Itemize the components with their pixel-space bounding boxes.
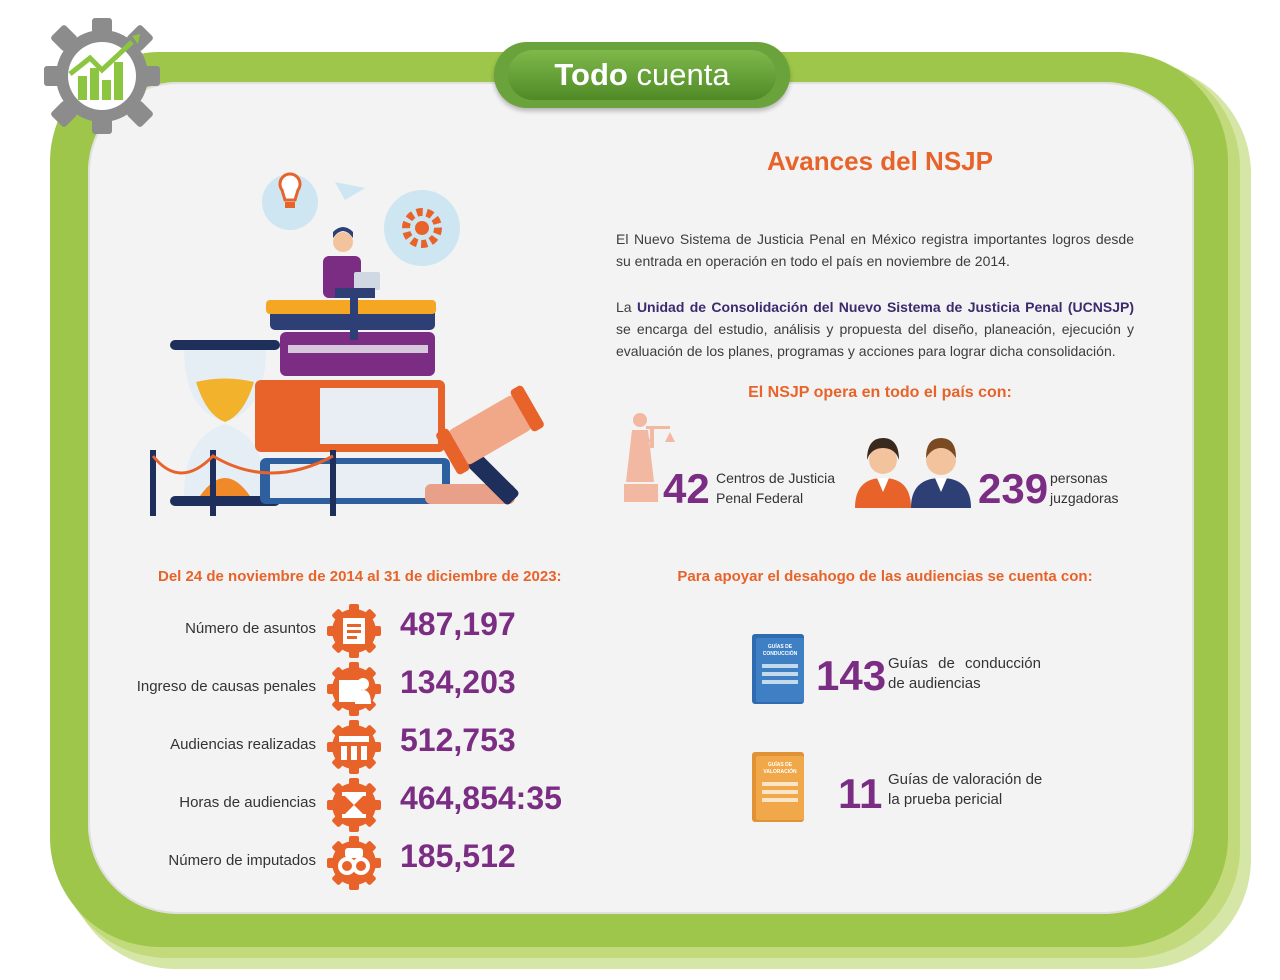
conduction-guides-value: 143	[816, 652, 887, 699]
unit-paragraph: La Unidad de Consolidación del Nuevo Sis…	[616, 296, 1134, 362]
book-title-1: GUÍAS DE	[768, 760, 793, 768]
header-title-bold: Todo	[554, 57, 628, 92]
justice-illustration	[150, 172, 544, 516]
book-title-1: GUÍAS DE	[768, 642, 793, 650]
paper-plane-icon	[335, 182, 365, 200]
header-title-rest: cuenta	[636, 57, 730, 92]
country-heading: El NSJP opera en todo el país con:	[748, 384, 1012, 401]
stat-value: 185,512	[400, 838, 516, 874]
gear-chart-icon	[44, 18, 160, 134]
conduction-guides-label-line1: Guías de conducción	[888, 655, 1041, 672]
centros-label-line1: Centros de Justicia	[716, 470, 836, 486]
header-banner: Todo cuenta	[494, 42, 790, 108]
conduction-guides-label: Guías de conducción de audiencias	[888, 654, 1041, 694]
stat-label: Número de imputados	[168, 852, 316, 869]
book-title-2: CONDUCCIÓN	[763, 649, 798, 657]
stat-label: Audiencias realizadas	[170, 736, 316, 753]
stat-label: Número de asuntos	[185, 620, 316, 637]
valuation-guides-label: Guías de valoración de la prueba pericia…	[888, 770, 1042, 810]
handcuffs-icon	[327, 836, 381, 890]
stat-label: Horas de audiencias	[179, 794, 316, 811]
stat-value: 134,203	[400, 664, 516, 700]
intro-paragraph: El Nuevo Sistema de Justicia Penal en Mé…	[616, 231, 1134, 269]
main-title: Avances del NSJP	[767, 146, 993, 176]
book-title-2: VALORACIÓN	[763, 767, 797, 775]
centros-value: 42	[663, 465, 710, 512]
valuation-guide-book-icon: GUÍAS DE VALORACIÓN	[752, 752, 804, 822]
period-heading: Del 24 de noviembre de 2014 al 31 de dic…	[158, 568, 562, 585]
personas-label-line1: personas	[1050, 470, 1108, 486]
courtroom-icon	[327, 720, 381, 774]
valuation-guides-label-line2: la prueba pericial	[888, 791, 1003, 808]
judges-icon	[855, 438, 971, 508]
personas-label-line2: juzgadoras	[1050, 490, 1119, 506]
personas-label: personas juzgadoras	[1050, 468, 1119, 508]
folder-person-icon	[327, 662, 381, 716]
valuation-guides-value: 11	[838, 770, 883, 817]
stat-value: 512,753	[400, 722, 516, 758]
valuation-guides-label-line1: Guías de valoración de	[888, 771, 1043, 788]
justice-statue-icon	[624, 413, 675, 502]
personas-value: 239	[978, 465, 1049, 512]
conduction-guide-book-icon: GUÍAS DE CONDUCCIÓN	[752, 634, 804, 704]
unit-text: se encarga del estudio, análisis y propu…	[616, 321, 1134, 359]
hourglass-icon	[327, 778, 381, 832]
support-heading: Para apoyar el desahogo de las audiencia…	[677, 568, 1093, 585]
stat-label: Ingreso de causas penales	[136, 678, 316, 695]
header-title: Todo cuenta	[508, 50, 776, 100]
unit-prefix: La	[616, 299, 632, 315]
centros-label-line2: Penal Federal	[716, 490, 804, 506]
stat-value: 487,197	[400, 606, 516, 642]
conduction-guides-label-line2: de audiencias	[888, 675, 981, 692]
stat-value: 464,854:35	[400, 780, 562, 816]
unit-name: Unidad de Consolidación del Nuevo Sistem…	[636, 299, 1135, 315]
centros-label: Centros de Justicia Penal Federal	[716, 468, 835, 508]
document-icon	[327, 604, 381, 658]
